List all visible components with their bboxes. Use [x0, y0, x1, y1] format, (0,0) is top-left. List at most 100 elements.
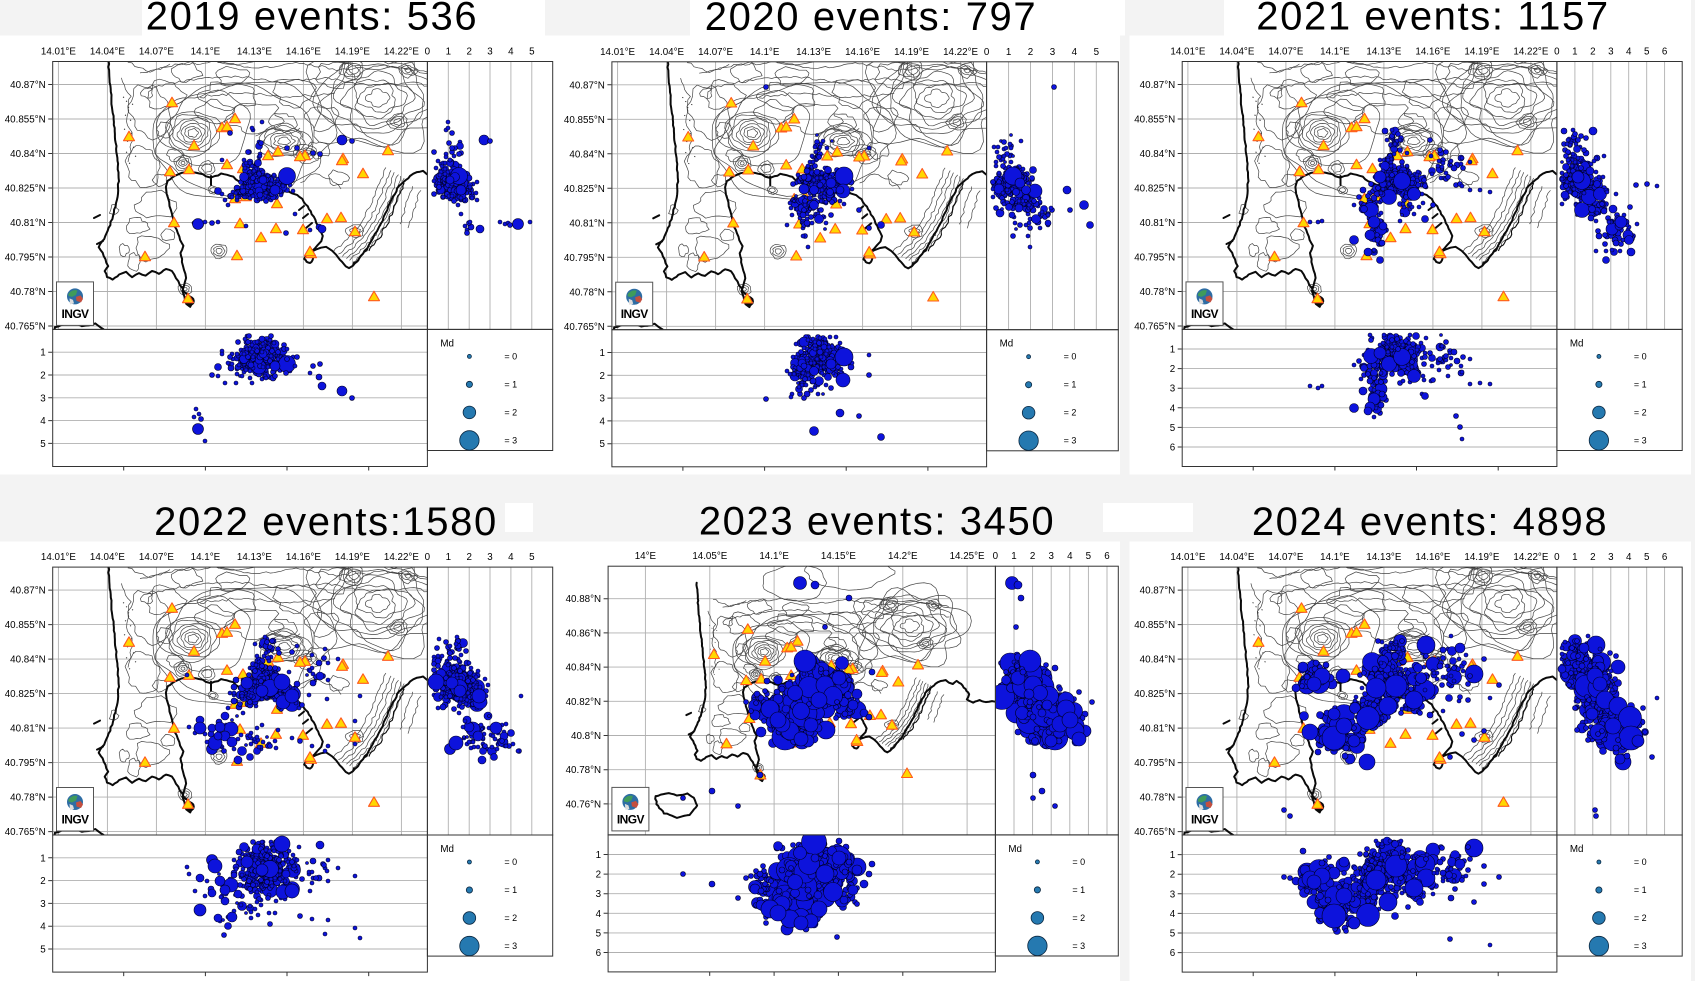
svg-text:= 3: = 3 [504, 435, 517, 445]
svg-text:= 3: = 3 [1064, 436, 1077, 446]
svg-text:14.16°E: 14.16°E [1415, 47, 1450, 58]
svg-text:INGV: INGV [62, 307, 90, 321]
svg-text:2022 events:1580: 2022 events:1580 [154, 500, 498, 544]
svg-text:40.81°N: 40.81°N [569, 218, 605, 229]
svg-text:14.13°E: 14.13°E [796, 47, 831, 58]
svg-text:14.04°E: 14.04°E [90, 47, 125, 58]
svg-text:40.87°N: 40.87°N [1140, 80, 1176, 91]
svg-text:Md: Md [440, 338, 454, 349]
svg-text:40.825°N: 40.825°N [5, 184, 46, 195]
svg-text:40.84°N: 40.84°N [1140, 149, 1176, 160]
svg-text:2019 events: 536: 2019 events: 536 [146, 0, 479, 39]
svg-text:1: 1 [1170, 345, 1175, 356]
svg-text:= 1: = 1 [504, 379, 517, 389]
svg-text:4: 4 [1626, 47, 1632, 58]
svg-text:= 0: = 0 [1634, 351, 1647, 361]
svg-text:14.19°E: 14.19°E [1464, 47, 1499, 58]
svg-text:3: 3 [1608, 47, 1614, 58]
svg-text:= 0: = 0 [1064, 352, 1077, 362]
svg-text:14.16°E: 14.16°E [845, 47, 880, 58]
svg-text:14.22°E: 14.22°E [384, 47, 419, 58]
svg-text:5: 5 [40, 439, 46, 450]
svg-text:3: 3 [40, 393, 46, 404]
svg-text:14.16°E: 14.16°E [286, 47, 321, 58]
svg-text:14.19°E: 14.19°E [894, 47, 929, 58]
svg-text:40.78°N: 40.78°N [569, 287, 605, 298]
svg-text:40.84°N: 40.84°N [10, 149, 46, 160]
svg-text:40.855°N: 40.855°N [5, 115, 46, 126]
svg-text:0: 0 [984, 47, 990, 58]
svg-text:0: 0 [425, 47, 431, 58]
svg-text:4: 4 [1170, 403, 1176, 414]
svg-text:= 1: = 1 [1064, 380, 1077, 390]
svg-text:1: 1 [1572, 47, 1577, 58]
svg-text:14.1°E: 14.1°E [1320, 47, 1350, 58]
svg-text:Md: Md [1570, 338, 1584, 349]
svg-text:40.78°N: 40.78°N [1140, 287, 1176, 298]
svg-text:= 2: = 2 [1064, 408, 1077, 418]
svg-text:14.01°E: 14.01°E [41, 47, 76, 58]
svg-text:2: 2 [466, 47, 471, 58]
svg-text:1: 1 [599, 348, 604, 359]
svg-text:3: 3 [487, 47, 493, 58]
svg-text:6: 6 [1662, 47, 1668, 58]
svg-text:5: 5 [1094, 47, 1100, 58]
svg-text:40.855°N: 40.855°N [564, 115, 605, 126]
svg-text:14.04°E: 14.04°E [1219, 47, 1254, 58]
svg-text:40.825°N: 40.825°N [564, 184, 605, 195]
svg-text:14.22°E: 14.22°E [1513, 47, 1548, 58]
svg-text:40.855°N: 40.855°N [1134, 115, 1175, 126]
svg-text:= 0: = 0 [504, 351, 517, 361]
svg-text:14.04°E: 14.04°E [649, 47, 684, 58]
svg-text:5: 5 [529, 47, 535, 58]
svg-text:40.81°N: 40.81°N [10, 218, 46, 229]
svg-text:40.795°N: 40.795°N [5, 253, 46, 264]
svg-text:40.87°N: 40.87°N [569, 80, 605, 91]
svg-text:14.01°E: 14.01°E [600, 47, 635, 58]
svg-text:14.07°E: 14.07°E [1268, 47, 1303, 58]
svg-text:1: 1 [446, 47, 451, 58]
svg-text:40.78°N: 40.78°N [10, 287, 46, 298]
svg-text:3: 3 [1050, 47, 1056, 58]
svg-text:= 2: = 2 [1634, 407, 1647, 417]
svg-text:2021 events: 1157: 2021 events: 1157 [1256, 0, 1609, 39]
svg-text:14.1°E: 14.1°E [191, 47, 221, 58]
svg-text:= 2: = 2 [504, 407, 517, 417]
svg-text:14.1°E: 14.1°E [750, 47, 780, 58]
svg-text:6: 6 [1170, 443, 1176, 454]
svg-text:5: 5 [1644, 47, 1650, 58]
svg-text:INGV: INGV [621, 307, 649, 321]
svg-text:14.01°E: 14.01°E [1170, 47, 1205, 58]
svg-text:3: 3 [599, 394, 605, 405]
svg-text:2: 2 [1028, 47, 1033, 58]
svg-text:40.765°N: 40.765°N [564, 322, 605, 333]
svg-text:= 1: = 1 [1634, 379, 1647, 389]
svg-text:40.825°N: 40.825°N [1134, 184, 1175, 195]
svg-text:0: 0 [1554, 47, 1560, 58]
svg-text:4: 4 [599, 416, 605, 427]
svg-text:40.795°N: 40.795°N [1134, 253, 1175, 264]
svg-text:5: 5 [599, 439, 605, 450]
svg-text:14.19°E: 14.19°E [335, 47, 370, 58]
svg-text:4: 4 [1072, 47, 1078, 58]
svg-text:3: 3 [1170, 384, 1176, 395]
svg-text:Md: Md [1000, 339, 1014, 350]
svg-text:1: 1 [40, 348, 45, 359]
svg-text:40.765°N: 40.765°N [5, 322, 46, 333]
svg-text:14.07°E: 14.07°E [698, 47, 733, 58]
svg-text:1: 1 [1006, 47, 1011, 58]
svg-text:14.13°E: 14.13°E [1366, 47, 1401, 58]
svg-text:2: 2 [40, 371, 45, 382]
svg-text:40.765°N: 40.765°N [1134, 322, 1175, 333]
svg-text:40.84°N: 40.84°N [569, 149, 605, 160]
svg-text:40.87°N: 40.87°N [10, 80, 46, 91]
svg-text:4: 4 [40, 416, 46, 427]
svg-text:5: 5 [1170, 423, 1176, 434]
svg-text:40.81°N: 40.81°N [1140, 218, 1176, 229]
svg-text:2: 2 [1170, 364, 1175, 375]
svg-text:40.795°N: 40.795°N [564, 253, 605, 264]
svg-text:14.22°E: 14.22°E [943, 47, 978, 58]
svg-text:2020 events: 797: 2020 events: 797 [705, 0, 1038, 39]
svg-text:= 3: = 3 [1634, 435, 1647, 445]
svg-text:14.13°E: 14.13°E [237, 47, 272, 58]
